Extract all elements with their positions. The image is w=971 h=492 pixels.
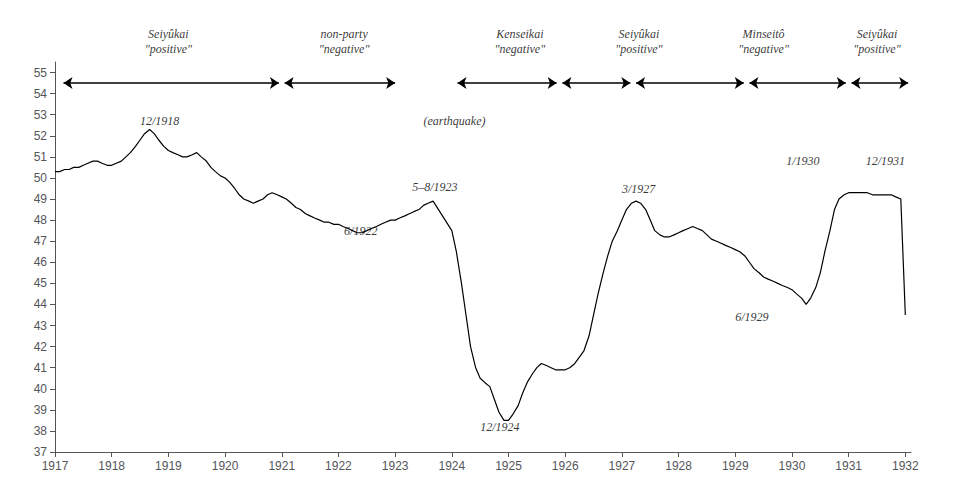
svg-text:3/1927: 3/1927 [621, 182, 656, 196]
svg-text:"negative": "negative" [319, 42, 371, 56]
svg-text:1923: 1923 [382, 459, 409, 473]
svg-text:47: 47 [34, 234, 48, 248]
svg-text:42: 42 [34, 340, 48, 354]
svg-text:"negative": "negative" [494, 42, 546, 56]
svg-text:43: 43 [34, 319, 48, 333]
svg-text:Seiyûkai: Seiyûkai [148, 27, 189, 41]
svg-text:1931: 1931 [835, 459, 862, 473]
svg-text:Seiyûkai: Seiyûkai [857, 27, 898, 41]
svg-text:52: 52 [34, 129, 48, 143]
svg-text:Kenseikai: Kenseikai [495, 27, 543, 41]
svg-text:50: 50 [34, 171, 48, 185]
svg-text:1921: 1921 [268, 459, 295, 473]
svg-text:12/1918: 12/1918 [140, 114, 179, 128]
svg-text:1/1930: 1/1930 [786, 154, 819, 168]
svg-text:1919: 1919 [155, 459, 182, 473]
svg-text:(earthquake): (earthquake) [423, 114, 485, 128]
svg-text:1932: 1932 [892, 459, 919, 473]
svg-text:51: 51 [34, 150, 48, 164]
svg-text:39: 39 [34, 403, 48, 417]
svg-text:48: 48 [34, 213, 48, 227]
svg-text:38: 38 [34, 424, 48, 438]
svg-text:6/1929: 6/1929 [735, 310, 768, 324]
svg-text:12/1931: 12/1931 [866, 154, 905, 168]
svg-text:"positive": "positive" [853, 42, 901, 56]
svg-text:6/1922: 6/1922 [344, 224, 377, 238]
svg-text:1918: 1918 [98, 459, 125, 473]
svg-text:non-party: non-party [320, 27, 368, 41]
svg-text:55: 55 [34, 66, 48, 80]
svg-text:1920: 1920 [212, 459, 239, 473]
svg-text:45: 45 [34, 276, 48, 290]
svg-text:12/1924: 12/1924 [480, 420, 519, 434]
svg-text:"positive": "positive" [145, 42, 193, 56]
svg-text:1924: 1924 [438, 459, 465, 473]
svg-text:1930: 1930 [779, 459, 806, 473]
svg-text:"positive": "positive" [615, 42, 663, 56]
svg-text:40: 40 [34, 382, 48, 396]
svg-text:Minseitô: Minseitô [742, 27, 785, 41]
svg-text:44: 44 [34, 297, 48, 311]
svg-text:1929: 1929 [722, 459, 749, 473]
svg-text:5–8/1923: 5–8/1923 [412, 180, 457, 194]
svg-text:"negative": "negative" [738, 42, 790, 56]
svg-text:1922: 1922 [325, 459, 352, 473]
svg-text:41: 41 [34, 361, 48, 375]
svg-text:Seiyûkai: Seiyûkai [619, 27, 660, 41]
svg-text:1927: 1927 [609, 459, 636, 473]
svg-text:1926: 1926 [552, 459, 579, 473]
svg-text:46: 46 [34, 255, 48, 269]
svg-text:1925: 1925 [495, 459, 522, 473]
svg-text:1928: 1928 [665, 459, 692, 473]
svg-text:1917: 1917 [42, 459, 69, 473]
svg-text:37: 37 [34, 445, 48, 459]
svg-text:54: 54 [34, 87, 48, 101]
svg-text:53: 53 [34, 108, 48, 122]
svg-text:49: 49 [34, 192, 48, 206]
